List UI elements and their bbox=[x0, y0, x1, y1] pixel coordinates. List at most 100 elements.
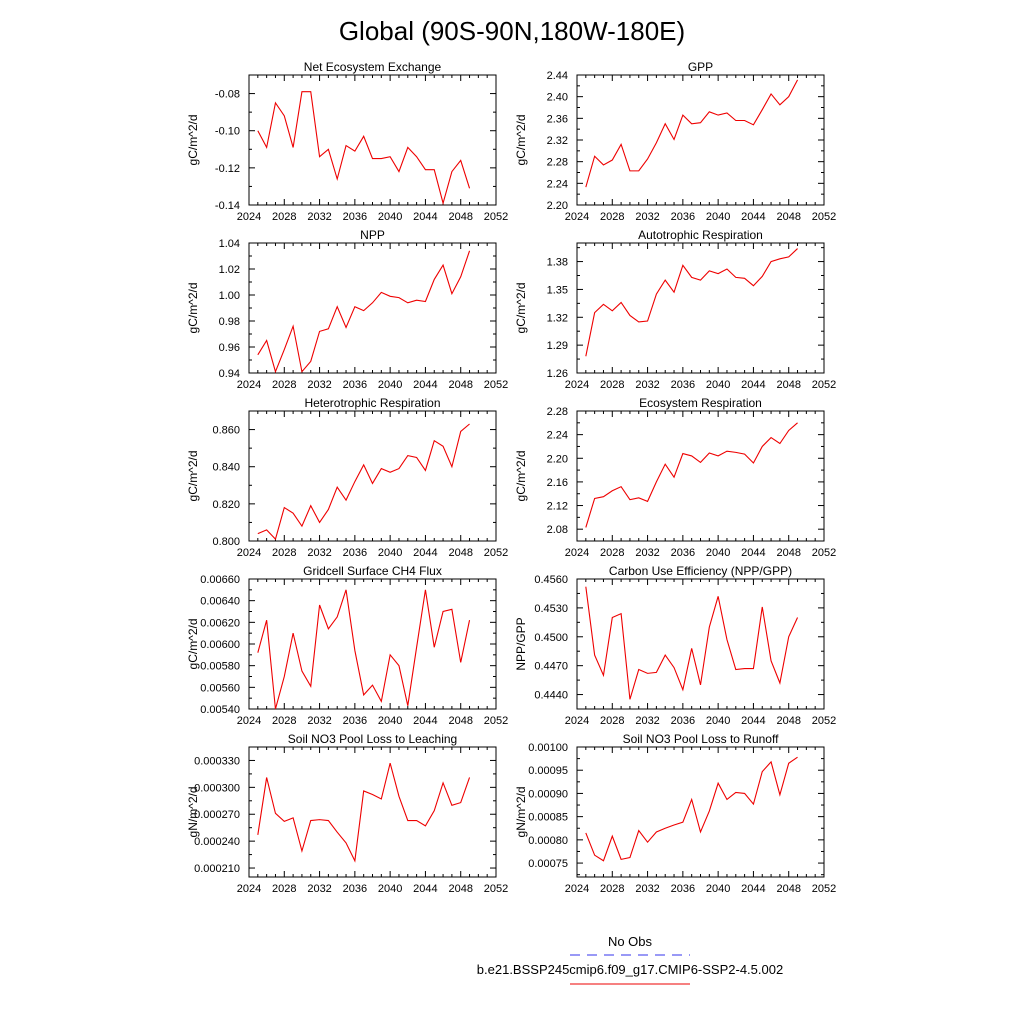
x-tick-label: 2044 bbox=[741, 547, 765, 559]
legend-case-label: b.e21.BSSP245cmip6.f09_g17.CMIP6-SSP2-4.… bbox=[477, 962, 783, 977]
x-tick-label: 2036 bbox=[343, 379, 367, 391]
y-tick-label: 1.26 bbox=[547, 368, 568, 380]
y-tick-label: 0.820 bbox=[212, 499, 240, 511]
plot-frame bbox=[576, 410, 825, 542]
x-tick-label: 2044 bbox=[413, 379, 437, 391]
panel-ecosystem-respiration: Ecosystem Respiration gC/m^2/d 2024 2028 203… bbox=[514, 396, 836, 559]
x-tick-label: 2028 bbox=[600, 211, 624, 223]
x-tick-label: 2032 bbox=[307, 883, 331, 895]
y-tick-label: 0.4530 bbox=[534, 603, 568, 615]
x-tick-label: 2040 bbox=[378, 715, 402, 727]
x-tick-label: 2032 bbox=[307, 211, 331, 223]
y-tick-label: 1.38 bbox=[547, 257, 568, 269]
y-tick-label: 2.24 bbox=[547, 430, 568, 442]
x-tick-label: 2052 bbox=[812, 715, 836, 727]
y-tick-label: 0.000300 bbox=[194, 782, 240, 794]
panel-title: Soil NO3 Pool Loss to Runoff bbox=[623, 732, 780, 746]
y-tick-label: 0.00640 bbox=[200, 596, 240, 608]
panel-carbon-use-efficiency-npp-gpp: Carbon Use Efficiency (NPP/GPP) NPP/GPP 20… bbox=[514, 564, 836, 727]
panel-title: Carbon Use Efficiency (NPP/GPP) bbox=[609, 564, 792, 578]
y-tick-label: -0.12 bbox=[215, 163, 240, 175]
y-axis-label: gC/m^2/d bbox=[514, 451, 528, 502]
plot-frame bbox=[576, 242, 825, 374]
y-tick-label: 1.02 bbox=[219, 264, 240, 276]
y-tick-label: 0.00620 bbox=[200, 617, 240, 629]
y-tick-label: 2.28 bbox=[547, 406, 568, 418]
x-tick-label: 2052 bbox=[812, 883, 836, 895]
series-line bbox=[585, 756, 798, 862]
y-tick-label: 0.96 bbox=[219, 342, 240, 354]
x-tick-label: 2028 bbox=[600, 547, 624, 559]
x-tick-label: 2036 bbox=[671, 883, 695, 895]
x-tick-label: 2028 bbox=[272, 883, 296, 895]
x-tick-label: 2024 bbox=[237, 547, 261, 559]
x-tick-label: 2052 bbox=[484, 883, 508, 895]
x-tick-label: 2036 bbox=[671, 379, 695, 391]
y-tick-label: 0.98 bbox=[219, 316, 240, 328]
x-tick-label: 2044 bbox=[741, 883, 765, 895]
plot-frame bbox=[248, 746, 497, 878]
y-tick-label: 0.00090 bbox=[528, 788, 568, 800]
y-tick-label: 0.860 bbox=[212, 425, 240, 437]
x-tick-label: 2048 bbox=[448, 211, 472, 223]
x-tick-label: 2032 bbox=[307, 715, 331, 727]
x-tick-label: 2040 bbox=[378, 211, 402, 223]
x-tick-label: 2028 bbox=[272, 379, 296, 391]
x-tick-label: 2028 bbox=[600, 883, 624, 895]
figure-title: Global (90S-90N,180W-180E) bbox=[339, 16, 685, 46]
y-axis-label: gN/m^2/d bbox=[186, 787, 200, 838]
x-tick-label: 2052 bbox=[812, 379, 836, 391]
panel-soil-no3-pool-loss-to-leaching: Soil NO3 Pool Loss to Leaching gN/m^2/d 20… bbox=[186, 732, 508, 895]
panel-title: Soil NO3 Pool Loss to Leaching bbox=[288, 732, 457, 746]
y-tick-label: 0.00095 bbox=[528, 765, 568, 777]
series-line bbox=[257, 589, 471, 710]
x-tick-label: 2044 bbox=[741, 379, 765, 391]
x-tick-label: 2024 bbox=[237, 715, 261, 727]
x-tick-label: 2040 bbox=[706, 883, 730, 895]
y-tick-label: 0.000240 bbox=[194, 836, 240, 848]
x-tick-label: 2044 bbox=[413, 211, 437, 223]
x-tick-label: 2048 bbox=[448, 883, 472, 895]
y-tick-label: 0.00560 bbox=[200, 682, 240, 694]
x-tick-label: 2052 bbox=[812, 211, 836, 223]
y-tick-label: 2.36 bbox=[547, 113, 568, 125]
y-tick-label: 0.000330 bbox=[194, 755, 240, 767]
x-tick-label: 2032 bbox=[307, 379, 331, 391]
y-axis-label: gC/m^2/d bbox=[186, 283, 200, 334]
panel-heterotrophic-respiration: Heterotrophic Respiration gC/m^2/d 2024 202… bbox=[186, 396, 508, 559]
plot-frame bbox=[248, 242, 497, 374]
panel-title: Autotrophic Respiration bbox=[638, 228, 763, 242]
series-line bbox=[257, 423, 470, 541]
y-tick-label: 0.00100 bbox=[528, 742, 568, 754]
series-line bbox=[257, 250, 471, 374]
x-tick-label: 2048 bbox=[448, 547, 472, 559]
x-tick-label: 2044 bbox=[741, 211, 765, 223]
y-tick-label: 0.4440 bbox=[534, 690, 568, 702]
y-tick-label: 1.29 bbox=[547, 340, 568, 352]
y-tick-label: 0.00660 bbox=[200, 574, 240, 586]
x-tick-label: 2028 bbox=[272, 715, 296, 727]
x-tick-label: 2036 bbox=[671, 715, 695, 727]
y-axis-label: gC/m^2/d bbox=[186, 451, 200, 502]
plot-frame bbox=[576, 746, 825, 878]
legend: No Obs b.e21.BSSP245cmip6.f09_g17.CMIP6-… bbox=[477, 934, 783, 985]
x-tick-label: 2032 bbox=[635, 715, 659, 727]
y-tick-label: 0.000210 bbox=[194, 863, 240, 875]
x-tick-label: 2024 bbox=[565, 715, 589, 727]
y-tick-label: 1.35 bbox=[547, 284, 568, 296]
x-tick-label: 2024 bbox=[565, 379, 589, 391]
series-line bbox=[585, 422, 798, 528]
panel-title: Heterotrophic Respiration bbox=[304, 396, 440, 410]
panel-title: Net Ecosystem Exchange bbox=[304, 60, 442, 74]
y-tick-label: 0.00080 bbox=[528, 835, 568, 847]
x-tick-label: 2048 bbox=[448, 715, 472, 727]
x-tick-label: 2028 bbox=[272, 211, 296, 223]
y-axis-label: gC/m^2/d bbox=[514, 115, 528, 166]
y-tick-label: 2.32 bbox=[547, 135, 568, 147]
x-tick-label: 2032 bbox=[635, 883, 659, 895]
x-tick-label: 2044 bbox=[413, 883, 437, 895]
x-tick-label: 2024 bbox=[237, 379, 261, 391]
panel-net-ecosystem-exchange: Net Ecosystem Exchange gC/m^2/d 2024 2028 20… bbox=[186, 60, 508, 223]
x-tick-label: 2040 bbox=[706, 715, 730, 727]
